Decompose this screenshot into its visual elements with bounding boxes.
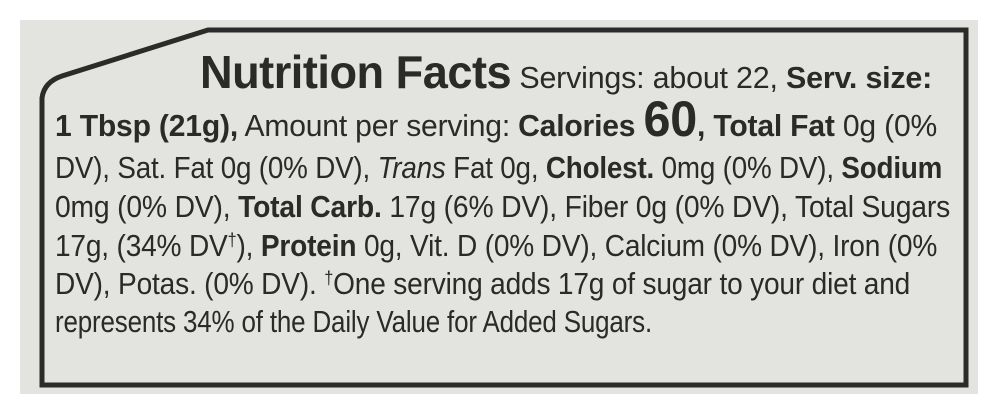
total-carb-label: Total Carb. xyxy=(238,189,382,224)
sat-fat-text: DV), Sat. Fat 0g (0% DV), xyxy=(55,150,378,185)
sodium-value: 0mg (0% DV), xyxy=(55,189,239,224)
text-line-2: DV), Sat. Fat 0g (0% DV), Trans Fat 0g, … xyxy=(55,150,942,186)
text-line-5: DV), Potas. (0% DV). †One serving adds 1… xyxy=(55,266,910,302)
sugars-value: 17g, (34% DV xyxy=(55,228,228,263)
carb-fiber-text: 17g (6% DV), Fiber 0g (0% DV), Total Sug… xyxy=(381,189,951,224)
calories-value: 60 xyxy=(643,91,698,147)
footnote-text-2: represents 34% of the Daily Value for Ad… xyxy=(55,304,652,339)
title-line: Nutrition Facts Servings: about 22, Serv… xyxy=(200,45,932,99)
serving-size-label: Serv. size: xyxy=(786,60,933,95)
text-line-6: represents 34% of the Daily Value for Ad… xyxy=(55,304,652,340)
nutrition-facts-title: Nutrition Facts xyxy=(200,46,512,98)
footnote-text-1: One serving adds 17g of sugar to your di… xyxy=(333,266,911,301)
sodium-label: Sodium xyxy=(841,150,943,185)
text-line-3: 0mg (0% DV), Total Carb. 17g (6% DV), Fi… xyxy=(55,189,950,225)
cholest-label: Cholest. xyxy=(545,150,655,185)
text-line-1: 1 Tbsp (21g), Amount per serving: Calori… xyxy=(55,94,938,144)
label-background xyxy=(20,20,978,394)
servings-text: Servings: about 22, xyxy=(511,60,787,95)
protein-vitamins-text: 0g, Vit. D (0% DV), Calcium (0% DV), Iro… xyxy=(356,228,938,263)
footnote-dagger: † xyxy=(324,268,334,288)
sugars-close: ), xyxy=(236,228,261,263)
cholest-value: 0mg (0% DV), xyxy=(654,150,842,185)
amount-per-serving: Amount per serving: xyxy=(237,108,519,143)
text-line-4: 17g, (34% DV†), Protein 0g, Vit. D (0% D… xyxy=(55,228,937,264)
total-fat-label: , Total Fat xyxy=(697,108,835,143)
trans-fat-text: Fat 0g, xyxy=(445,150,546,185)
total-fat-value: 0g (0% xyxy=(834,108,938,143)
protein-label: Protein xyxy=(260,228,357,263)
calories-label: Calories xyxy=(518,108,644,143)
potassium-text: DV), Potas. (0% DV). xyxy=(55,266,325,301)
trans-label: Trans xyxy=(377,150,446,185)
dagger-mark: † xyxy=(227,230,237,250)
serving-size-value: 1 Tbsp (21g), xyxy=(55,108,238,143)
